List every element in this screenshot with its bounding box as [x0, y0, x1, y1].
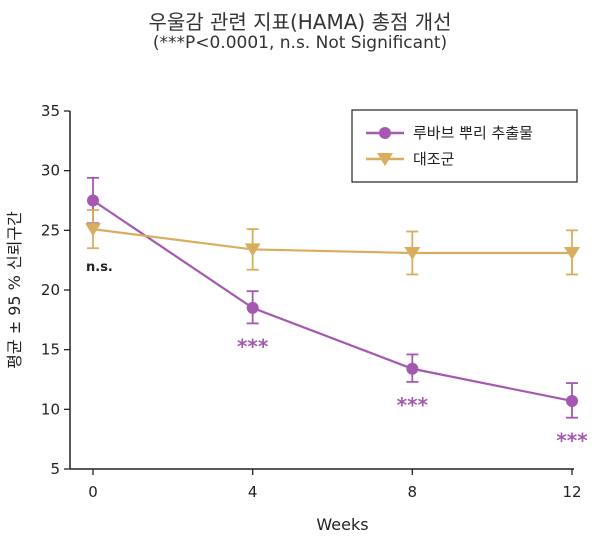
chart-title: 우울감 관련 지표(HAMA) 총점 개선: [148, 10, 452, 34]
significance-label-stars: ***: [397, 393, 429, 417]
significance-label-ns: n.s.: [86, 260, 113, 275]
data-point-treatment: [87, 194, 99, 207]
data-point-control: [564, 247, 580, 261]
y-tick-label: 10: [41, 400, 60, 418]
data-point-control: [244, 243, 261, 257]
x-axis-label: Weeks: [316, 515, 368, 534]
legend: 루바브 뿌리 추출물 대조군: [351, 109, 578, 183]
y-tick-label: 35: [41, 102, 60, 120]
chart-subtitle: (***P<0.0001, n.s. Not Significant): [152, 33, 448, 53]
legend-label-treatment: 루바브 뿌리 추출물: [413, 124, 533, 142]
y-tick-label: 30: [41, 162, 60, 180]
significance-label-stars: ***: [237, 334, 269, 358]
legend-marker-treatment: [379, 127, 391, 139]
data-point-treatment: [406, 362, 419, 375]
data-point-treatment: [246, 301, 259, 314]
data-point-treatment: [566, 394, 578, 407]
data-point-control: [85, 223, 101, 237]
y-axis-label: 평균 ± 95 % 신뢰구간: [5, 211, 24, 369]
legend-box: [351, 109, 578, 183]
y-tick-label: 5: [50, 460, 60, 478]
series-line-control: [92, 228, 572, 255]
axes: 5 10 15 20 25 30 35 0 4 8 12 Weeks 평균 ± 95 % 신뢰구간: [5, 102, 582, 534]
data-point-control: [404, 247, 421, 261]
x-tick-label: 8: [408, 483, 418, 501]
x-tick-label: 0: [88, 483, 98, 501]
annotation-layer: n.s. *** *** ***: [86, 260, 588, 453]
x-tick-label: 12: [562, 483, 581, 501]
significance-label-stars: ***: [556, 429, 588, 453]
series-line-treatment: [92, 199, 573, 403]
y-tick-label: 20: [41, 281, 60, 299]
series-layer: [85, 176, 580, 419]
legend-marker-control: [377, 153, 393, 166]
x-tick-label: 4: [248, 483, 258, 501]
legend-label-control: 대조군: [413, 150, 455, 168]
y-tick-label: 25: [41, 221, 60, 239]
y-tick-label: 15: [41, 341, 60, 359]
